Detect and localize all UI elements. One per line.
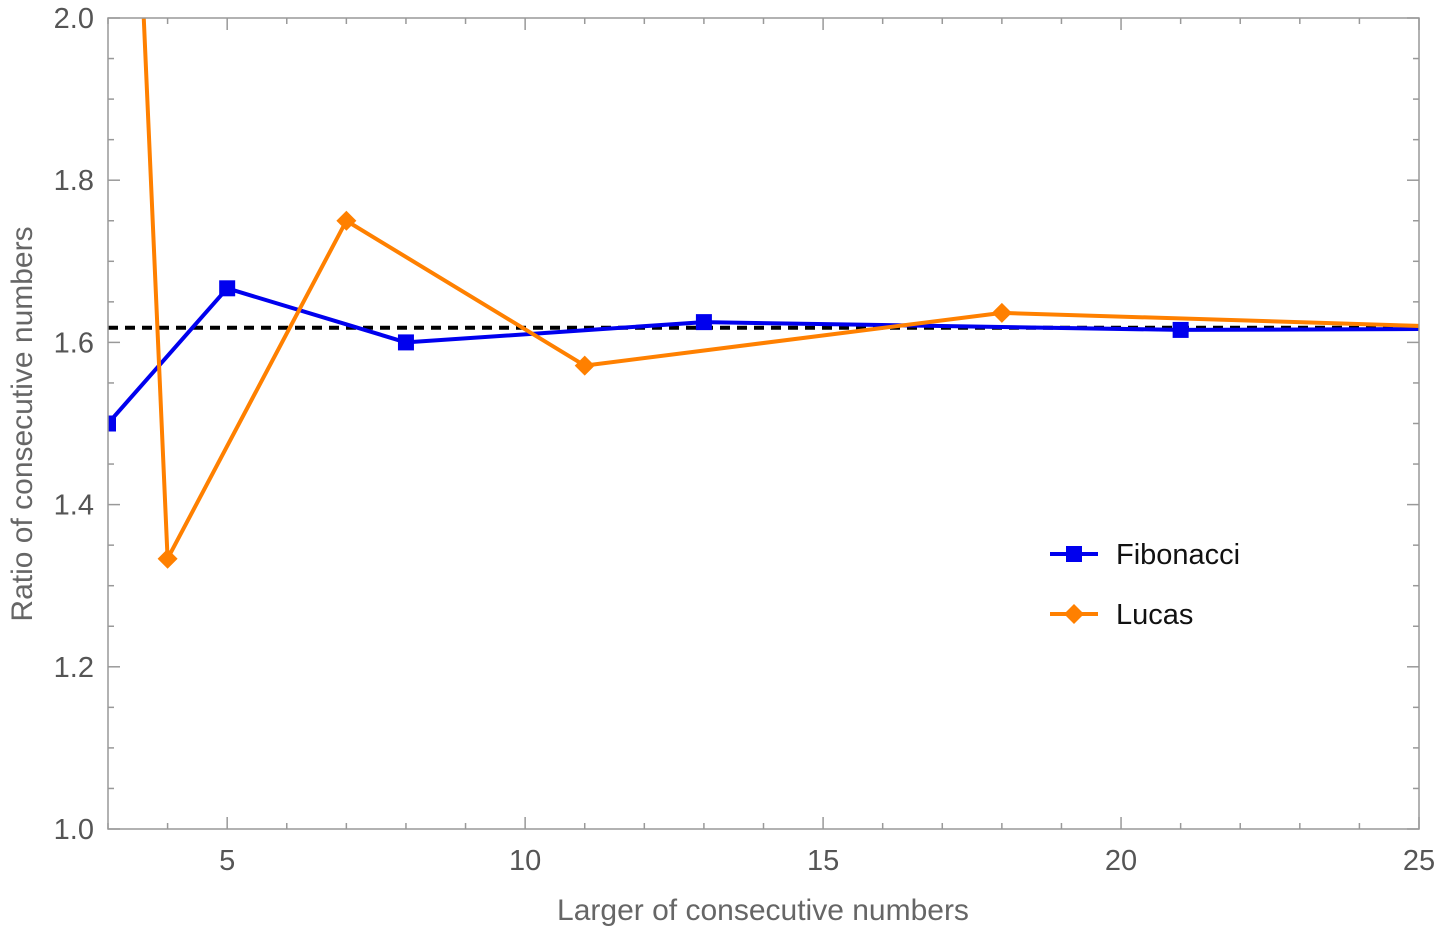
y-tick-label: 1.2 <box>54 652 94 684</box>
x-tick-label: 5 <box>219 845 235 877</box>
y-axis-title: Ratio of consecutive numbers <box>6 226 39 621</box>
fibonacci-point <box>1172 321 1189 338</box>
lucas-series <box>141 18 1419 569</box>
plot-frame <box>107 17 1420 830</box>
lucas-point <box>991 302 1012 323</box>
legend: Fibonacci Lucas <box>1050 539 1240 631</box>
y-tick-label: 1.4 <box>54 490 94 522</box>
x-tick-labels: 5 10 15 20 25 <box>219 845 1435 877</box>
x-tick-label: 15 <box>807 845 839 877</box>
lucas-point <box>336 210 357 231</box>
fibonacci-point <box>695 314 712 331</box>
x-tick-label: 10 <box>509 845 541 877</box>
fibonacci-series <box>108 280 1419 432</box>
y-tick-label: 1.6 <box>54 327 94 359</box>
fibonacci-point <box>219 280 236 297</box>
y-tick-label: 1.0 <box>54 814 94 846</box>
y-tick-label: 1.8 <box>54 165 94 197</box>
legend-label: Fibonacci <box>1116 539 1240 571</box>
fibonacci-point <box>397 334 414 351</box>
series-layer <box>108 18 1419 569</box>
legend-label: Lucas <box>1116 599 1193 631</box>
y-tick-label: 2.0 <box>54 3 94 35</box>
lucas-point <box>574 355 595 376</box>
lucas-line <box>141 18 1419 561</box>
tick-marks <box>107 17 1420 830</box>
legend-item-fibonacci: Fibonacci <box>1050 539 1240 571</box>
fibonacci-point <box>108 415 116 432</box>
legend-swatch-marker <box>1066 546 1082 562</box>
x-tick-label: 25 <box>1403 845 1435 877</box>
legend-swatch-marker <box>1064 604 1084 624</box>
x-axis-title: Larger of consecutive numbers <box>557 894 969 927</box>
fibonacci-line <box>108 286 1419 425</box>
lucas-point <box>157 548 178 569</box>
x-tick-label: 20 <box>1105 845 1137 877</box>
y-tick-labels: 1.0 1.2 1.4 1.6 1.8 2.0 <box>54 3 94 846</box>
legend-item-lucas: Lucas <box>1050 599 1193 631</box>
